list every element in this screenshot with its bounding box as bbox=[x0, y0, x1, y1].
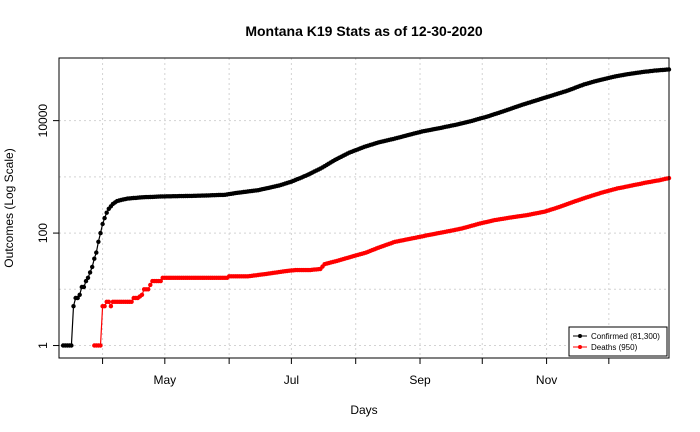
legend-marker bbox=[578, 334, 582, 338]
data-point bbox=[102, 304, 107, 309]
data-point bbox=[104, 210, 109, 215]
legend-item: Confirmed (81,300) bbox=[573, 332, 660, 341]
series-confirmed bbox=[60, 67, 672, 348]
plot-frame bbox=[58, 57, 670, 359]
data-point bbox=[90, 264, 95, 270]
y-tick-label: 10000 bbox=[36, 104, 50, 138]
data-point bbox=[148, 282, 153, 288]
y-tick-label: 1 bbox=[36, 342, 50, 349]
data-point bbox=[71, 304, 76, 309]
data-point bbox=[85, 275, 91, 280]
data-point bbox=[108, 304, 114, 309]
x-tick-label: May bbox=[153, 373, 176, 387]
legend-box bbox=[568, 326, 668, 357]
data-point bbox=[98, 343, 103, 348]
data-point bbox=[129, 299, 134, 304]
legend-label: Confirmed (81,300) bbox=[591, 332, 660, 341]
data-point bbox=[158, 278, 163, 284]
x-tick-label: Jul bbox=[284, 373, 299, 387]
data-point bbox=[102, 215, 107, 221]
data-point bbox=[100, 221, 105, 227]
data-point bbox=[75, 295, 80, 301]
data-point bbox=[77, 292, 82, 297]
data-point bbox=[106, 299, 112, 304]
plot-series bbox=[60, 67, 672, 348]
x-tick-label: Nov bbox=[536, 373, 557, 387]
y-tick-label: 100 bbox=[36, 223, 50, 243]
grid bbox=[59, 58, 669, 358]
data-point bbox=[87, 270, 93, 275]
data-point bbox=[139, 292, 145, 297]
legend-item: Deaths (950) bbox=[573, 343, 638, 352]
data-point bbox=[94, 250, 99, 255]
data-point bbox=[81, 284, 87, 290]
legend-label: Deaths (950) bbox=[591, 343, 638, 352]
series-deaths bbox=[92, 175, 672, 348]
data-point bbox=[98, 230, 103, 236]
data-point bbox=[83, 278, 89, 284]
series-line bbox=[63, 68, 670, 347]
chart-title: Montana K19 Stats as of 12-30-2020 bbox=[245, 23, 483, 39]
data-point bbox=[96, 239, 101, 244]
legend: Confirmed (81,300) Deaths (950) bbox=[568, 326, 668, 357]
data-point bbox=[146, 287, 151, 292]
y-axis-label: Outcomes (Log Scale) bbox=[2, 148, 16, 267]
y-axis: 1 100 10000 bbox=[36, 104, 59, 349]
x-axis-label: Days bbox=[350, 403, 377, 417]
series-line bbox=[94, 177, 670, 347]
x-tick-label: Sep bbox=[409, 373, 431, 387]
data-point bbox=[92, 256, 97, 261]
legend-marker bbox=[578, 345, 582, 349]
x-axis: May Jul Sep Nov bbox=[102, 358, 610, 387]
data-point bbox=[69, 343, 74, 348]
